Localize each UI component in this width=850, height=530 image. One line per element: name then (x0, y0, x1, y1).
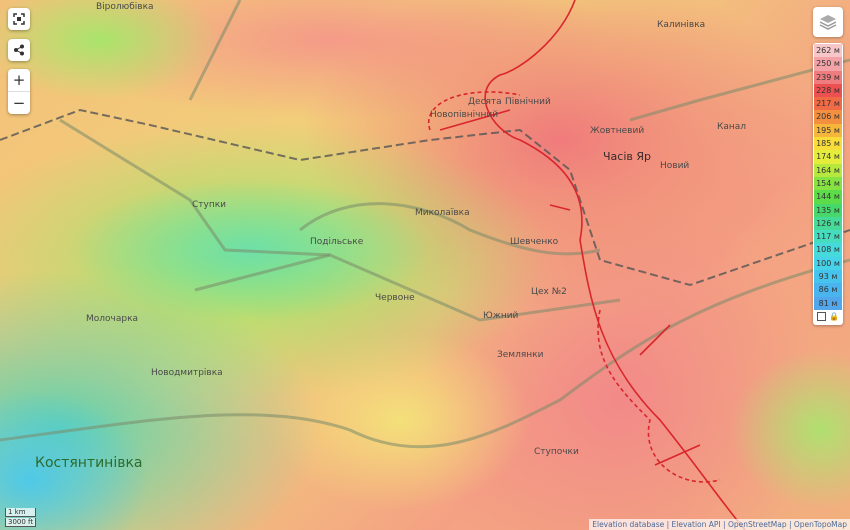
place-label: Часів Яр (603, 150, 651, 163)
legend-item: 262 м (814, 44, 842, 58)
legend-item: 108 м (814, 243, 842, 257)
place-label: Віролюбівка (96, 2, 154, 12)
attribution-link[interactable]: OpenTopoMap (793, 520, 847, 529)
attribution: Elevation database | Elevation API | Ope… (589, 519, 850, 530)
elevation-legend: 262 м 250 м 239 м 228 м 217 м 206 м 195 м 185 м… (813, 43, 843, 325)
attribution-link[interactable]: Elevation API (671, 520, 721, 529)
legend-item: 154 м (814, 176, 842, 191)
layers-button[interactable] (813, 7, 843, 37)
legend-item: 117 м (814, 230, 842, 244)
place-label: Жовтневий (590, 126, 645, 136)
place-label: Калинівка (657, 20, 706, 30)
place-label: Шевченко (510, 237, 559, 247)
legend-item: 93 м (814, 270, 842, 284)
legend-item: 135 м (814, 203, 842, 217)
legend-item: 174 м (814, 150, 842, 164)
place-label: Цех №2 (531, 287, 567, 297)
share-icon[interactable] (8, 39, 30, 61)
attribution-link[interactable]: OpenStreetMap (727, 520, 787, 529)
legend-item: 86 м (814, 283, 842, 297)
fullscreen-button[interactable] (8, 8, 30, 30)
city-label: Костянтинівка (35, 455, 143, 471)
place-label: Червоне (375, 293, 415, 303)
legend-item: 228 м (814, 83, 842, 98)
zoom-in-button[interactable]: + (12, 71, 26, 89)
place-label: Ступки (192, 200, 227, 210)
legend-item: 217 м (814, 97, 842, 111)
legend-item: 164 м (814, 163, 842, 177)
place-label: Новопівнічний (430, 110, 499, 120)
legend-item: 81 м (814, 296, 842, 310)
scale-bar: 1 km 3000 ft (5, 507, 37, 527)
lock-icon[interactable]: 🔒 (829, 312, 839, 322)
place-label: Новий (660, 161, 690, 171)
place-label: Десята (468, 97, 502, 107)
railway (0, 108, 850, 287)
legend-item: 100 м (814, 256, 842, 271)
zoom-control: + − (8, 69, 30, 114)
legend-item: 206 м (814, 110, 842, 124)
fullscreen-icon[interactable] (8, 8, 30, 30)
place-label: Землянки (497, 350, 544, 360)
place-label: Миколаївка (415, 208, 470, 218)
place-label: Подільське (310, 237, 364, 247)
legend-item: 250 м (814, 57, 842, 71)
scale-imperial: 3000 ft (5, 518, 37, 527)
attribution-link[interactable]: Elevation database (592, 520, 665, 529)
front-line (427, 0, 746, 530)
legend-checkbox[interactable] (817, 312, 827, 322)
place-label: Новодмитрівка (151, 368, 223, 378)
legend-item: 239 м (814, 70, 842, 84)
legend-item: 144 м (814, 190, 842, 204)
legend-item: 185 м (814, 137, 842, 151)
place-label: Канал (717, 122, 747, 132)
roads (0, 0, 850, 449)
layers-icon (819, 15, 837, 30)
scale-metric: 1 km (5, 508, 37, 517)
zoom-out-button[interactable]: − (8, 91, 30, 114)
place-label: Молочарка (86, 314, 139, 324)
place-label: Южний (483, 311, 519, 321)
place-label: Північний (505, 97, 551, 107)
share-button[interactable] (8, 39, 30, 61)
legend-item: 126 м (814, 216, 842, 231)
place-label: Ступочки (534, 447, 579, 457)
legend-item: 195 м (814, 123, 842, 138)
